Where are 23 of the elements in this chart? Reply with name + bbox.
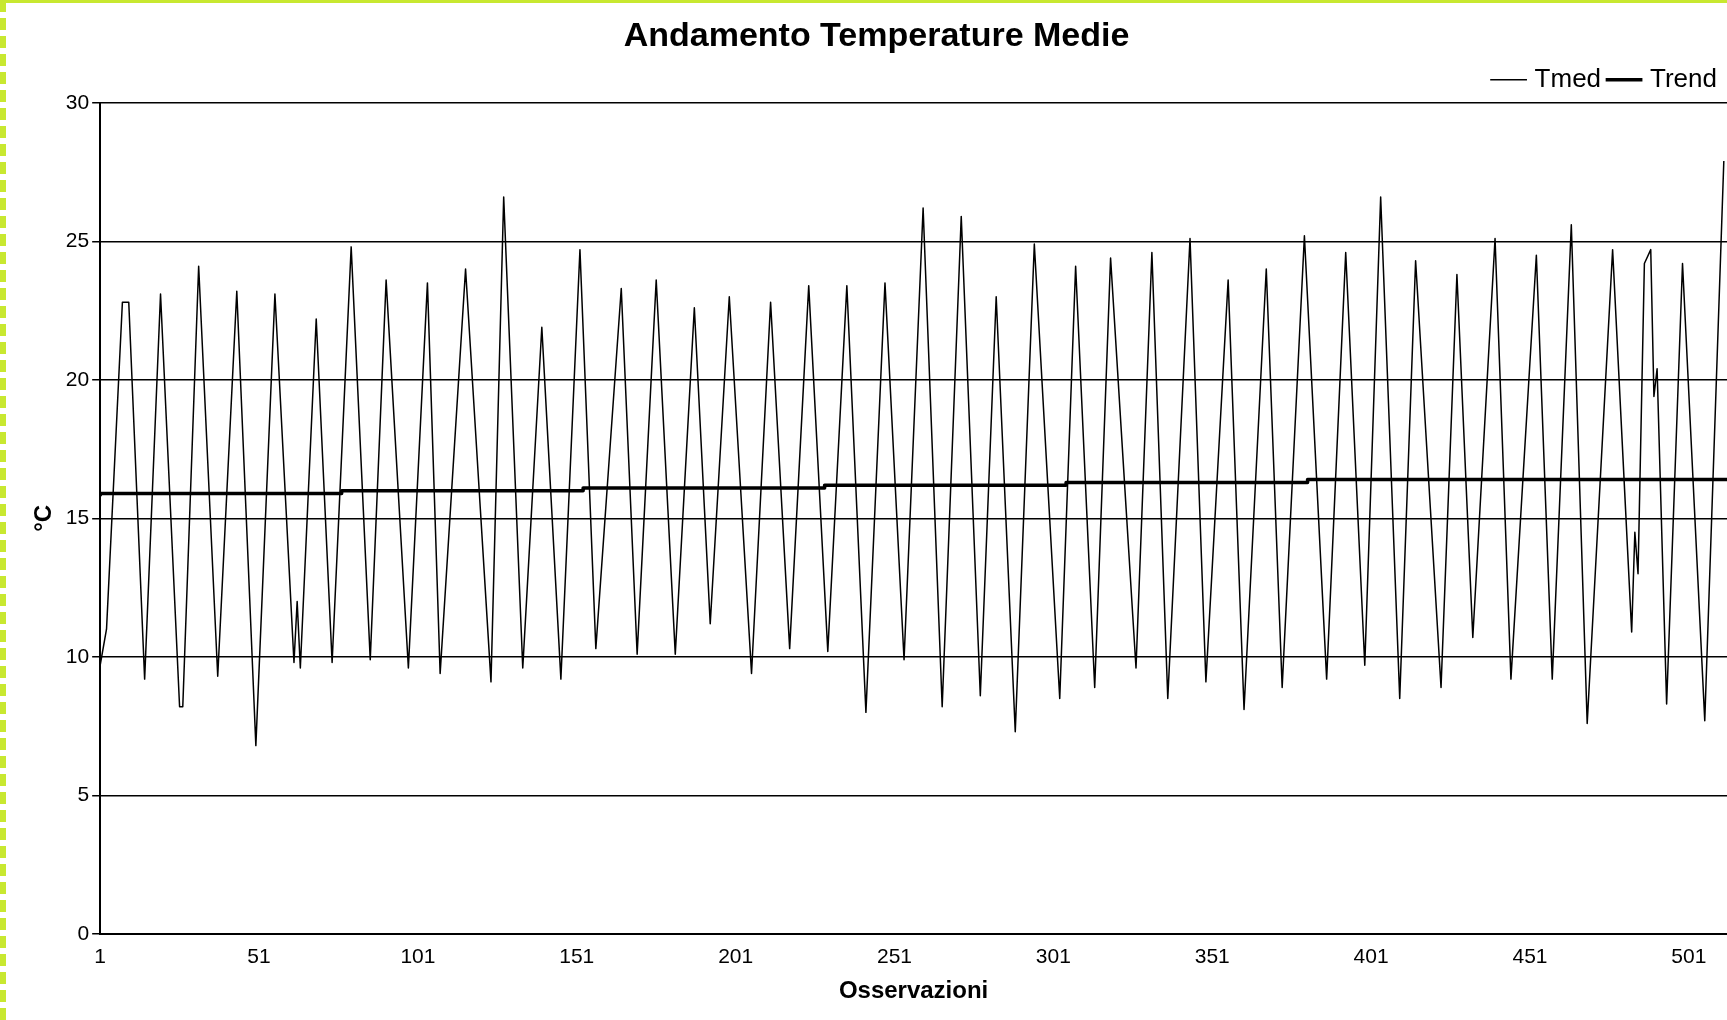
x-tick-label: 301 xyxy=(1035,944,1071,968)
x-tick-label: 501 xyxy=(1671,944,1707,968)
x-tick-label: 1 xyxy=(94,944,106,968)
x-tick-label: 51 xyxy=(247,944,271,968)
chart-title: Andamento Temperature Medie xyxy=(623,14,1130,53)
legend-label: Trend xyxy=(1650,62,1718,93)
y-tick-label: 15 xyxy=(65,505,90,529)
x-tick-label: 151 xyxy=(559,944,595,968)
y-axis-title: °C xyxy=(29,504,57,532)
y-tick-label: 25 xyxy=(65,228,90,252)
x-tick-label: 401 xyxy=(1353,944,1389,968)
y-tick-label: 0 xyxy=(77,920,90,944)
x-tick-label: 251 xyxy=(876,944,913,968)
y-tick-label: 30 xyxy=(65,89,90,113)
y-tick-label: 5 xyxy=(77,782,90,806)
x-tick-label: 351 xyxy=(1194,944,1230,968)
legend-label: Tmed xyxy=(1534,62,1602,93)
x-tick-label: 201 xyxy=(718,944,754,968)
y-tick-label: 10 xyxy=(65,643,90,667)
x-axis-title: Osservazioni xyxy=(838,976,989,1004)
x-tick-label: 451 xyxy=(1512,944,1548,968)
x-tick-label: 101 xyxy=(400,944,436,968)
y-tick-label: 20 xyxy=(65,366,90,390)
